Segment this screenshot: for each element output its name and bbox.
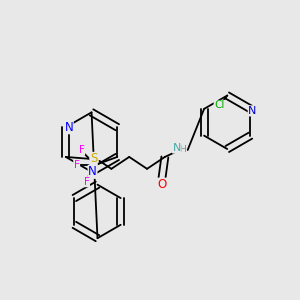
Text: S: S: [90, 152, 97, 165]
Text: H: H: [179, 145, 186, 154]
Text: F: F: [79, 145, 85, 155]
Text: F: F: [84, 177, 89, 187]
Text: Cl: Cl: [214, 100, 224, 110]
Text: N: N: [172, 143, 181, 153]
Text: N: N: [88, 165, 97, 178]
Text: N: N: [248, 106, 256, 116]
Text: O: O: [157, 178, 167, 191]
Text: N: N: [64, 121, 73, 134]
Text: F: F: [74, 160, 80, 170]
